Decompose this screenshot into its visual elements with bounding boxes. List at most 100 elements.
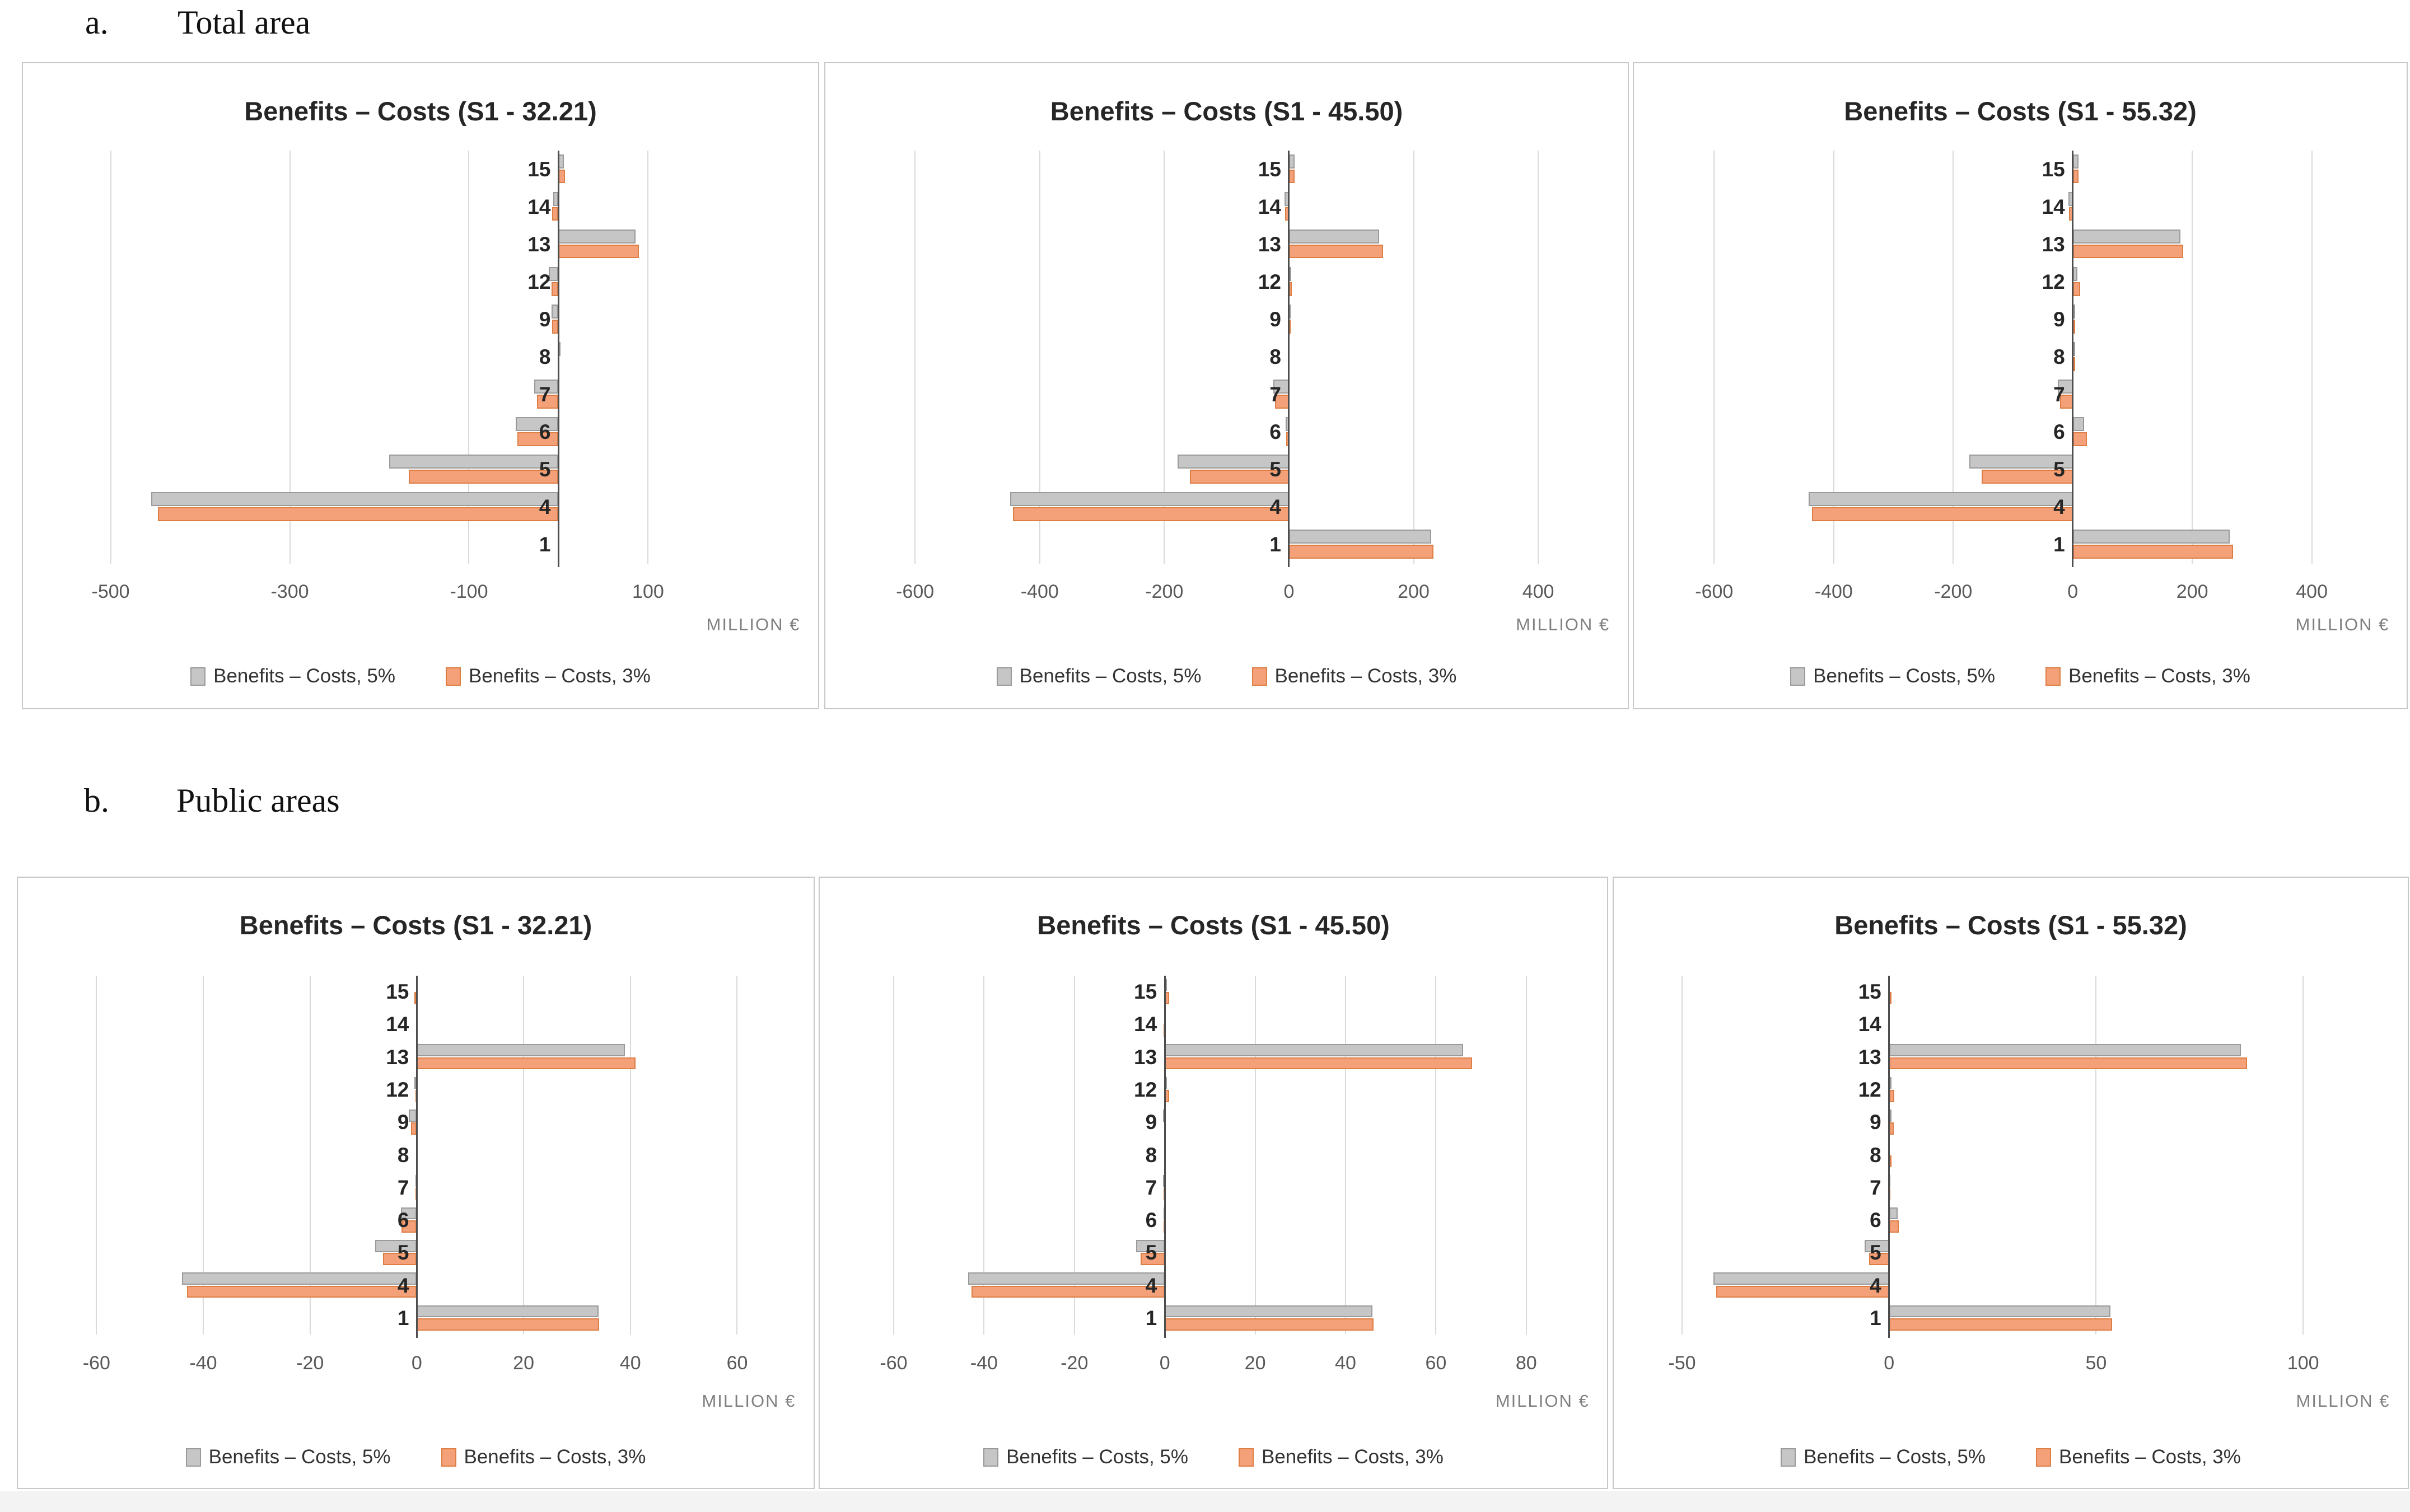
bar-5pct: [2072, 417, 2084, 431]
category-label: 12: [386, 1078, 409, 1102]
legend-swatch-3pct-icon: [446, 667, 461, 686]
x-tick-label: 40: [1335, 1352, 1356, 1374]
x-tick-label: 0: [1884, 1352, 1895, 1374]
x-tick-label: 400: [2296, 581, 2328, 602]
legend-label-3pct: Benefits – Costs, 3%: [469, 665, 651, 687]
legend-item-5pct: Benefits – Costs, 5%: [1790, 665, 1995, 687]
legend-item-5pct: Benefits – Costs, 5%: [996, 665, 1202, 687]
chart-panel: Benefits – Costs (S1 - 45.50) 15 14 13 12 9 8 7…: [824, 62, 1629, 709]
category-label: 14: [1134, 1013, 1157, 1036]
category-label: 6: [1269, 420, 1281, 443]
section-a-title: Total area: [178, 4, 311, 41]
axis-unit-label: MILLION €: [1516, 614, 1610, 634]
section-a-header: a. Total area: [85, 3, 310, 42]
chart-panel: Benefits – Costs (S1 - 45.50) 15 14 13 12 9 8 7…: [819, 877, 1608, 1489]
legend-label-5pct: Benefits – Costs, 5%: [1006, 1446, 1188, 1468]
bar-5pct: [1010, 492, 1289, 506]
legend-item-5pct: Benefits – Costs, 5%: [190, 665, 395, 687]
legend-label-3pct: Benefits – Costs, 3%: [2059, 1446, 2241, 1468]
x-tick-label: 60: [726, 1352, 748, 1374]
category-label: 4: [1269, 495, 1281, 519]
chart-title: Benefits – Costs (S1 - 32.21): [244, 96, 597, 126]
category-label: 8: [1269, 345, 1281, 368]
x-tick-label: -20: [296, 1352, 324, 1374]
bar-3pct: [2072, 169, 2079, 184]
category-label: 4: [539, 495, 551, 519]
x-tick-label: -400: [1814, 581, 1853, 602]
category-label: 6: [2053, 420, 2065, 443]
category-label: 9: [539, 307, 551, 331]
legend-item-5pct: Benefits – Costs, 5%: [1781, 1446, 1986, 1468]
category-label: 9: [1269, 307, 1281, 331]
bar-3pct: [2072, 432, 2087, 446]
bar-5pct: [1165, 1044, 1463, 1056]
legend-label-5pct: Benefits – Costs, 5%: [1804, 1446, 1986, 1468]
axis-unit-label: MILLION €: [706, 614, 801, 634]
zero-axis-line: [415, 976, 418, 1338]
legend-label-3pct: Benefits – Costs, 3%: [1262, 1446, 1444, 1468]
x-tick-label: 0: [1159, 1352, 1170, 1374]
x-tick-label: -40: [189, 1352, 217, 1374]
axis-unit-label: MILLION €: [1495, 1391, 1590, 1411]
x-tick-label: -200: [1145, 581, 1184, 602]
chart-title: Benefits – Costs (S1 - 45.50): [1050, 96, 1403, 126]
category-label: 7: [397, 1176, 409, 1199]
chart-legend: Benefits – Costs, 5% Benefits – Costs, 3…: [1614, 1446, 2408, 1468]
category-label: 5: [1145, 1241, 1157, 1265]
gridline: [1538, 151, 1539, 564]
x-tick-label: 80: [1515, 1352, 1537, 1374]
legend-label-3pct: Benefits – Costs, 3%: [1274, 665, 1457, 687]
category-label: 7: [1145, 1176, 1157, 1199]
gridline: [914, 151, 916, 564]
category-label: 5: [1269, 457, 1281, 481]
category-label: 15: [1858, 980, 1881, 1004]
x-tick-label: -400: [1020, 581, 1059, 602]
gridline: [289, 151, 291, 564]
category-label: 1: [397, 1306, 409, 1330]
x-tick-label: -100: [450, 581, 488, 602]
bar-3pct: [1165, 1057, 1472, 1070]
bar-3pct: [1189, 469, 1289, 484]
chart-legend: Benefits – Costs, 5% Benefits – Costs, 3…: [1634, 665, 2407, 687]
gridline: [1682, 976, 1683, 1335]
category-label: 5: [1870, 1241, 1881, 1265]
bar-5pct: [515, 417, 559, 431]
category-label: 8: [1870, 1143, 1881, 1167]
category-label: 8: [1145, 1143, 1157, 1167]
x-tick-label: 100: [632, 581, 664, 602]
category-label: 4: [2053, 495, 2065, 519]
bar-3pct: [1012, 507, 1289, 521]
category-label: 6: [397, 1209, 409, 1232]
bar-5pct: [2072, 530, 2230, 544]
category-label: 7: [2053, 382, 2065, 406]
legend-label-5pct: Benefits – Costs, 5%: [1813, 665, 1995, 687]
gridline: [523, 976, 525, 1335]
category-label: 6: [1145, 1209, 1157, 1232]
axis-unit-label: MILLION €: [2296, 1391, 2390, 1411]
category-label: 15: [527, 157, 551, 181]
category-label: 14: [1858, 1013, 1881, 1036]
gridline: [2095, 976, 2097, 1335]
category-label: 12: [1258, 270, 1281, 293]
category-label: 9: [1870, 1111, 1881, 1134]
category-label: 12: [527, 270, 551, 293]
bar-5pct: [151, 492, 559, 506]
gridline: [1953, 151, 1954, 564]
bar-3pct: [558, 169, 565, 184]
gridline: [96, 976, 97, 1335]
legend-swatch-3pct-icon: [2045, 667, 2061, 686]
bar-3pct: [417, 1318, 600, 1331]
category-label: 12: [1134, 1078, 1157, 1102]
legend-swatch-5pct-icon: [190, 667, 206, 686]
gridline: [2302, 976, 2304, 1335]
legend-item-3pct: Benefits – Costs, 3%: [1251, 665, 1457, 687]
x-tick-label: -300: [270, 581, 309, 602]
x-tick-label: -200: [1934, 581, 1973, 602]
x-tick-label: 200: [1398, 581, 1430, 602]
gridline: [1254, 976, 1256, 1335]
x-tick-label: 60: [1425, 1352, 1447, 1374]
legend-swatch-5pct-icon: [983, 1448, 999, 1467]
x-tick-label: -60: [880, 1352, 908, 1374]
x-tick-label: 40: [619, 1352, 641, 1374]
section-b-title: Public areas: [176, 782, 340, 819]
